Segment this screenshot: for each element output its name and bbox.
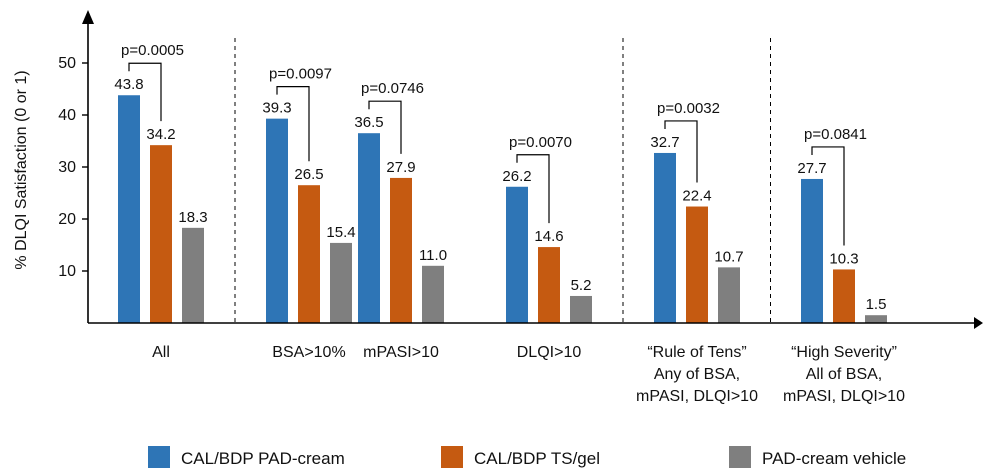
y-axis-title: % DLQI Satisfaction (0 or 1)	[13, 70, 30, 269]
value-labels: 43.8 39.3 36.5 26.2 32.7 27.7 34.2 26.5 27.9 14.6…	[114, 76, 886, 313]
y-tick-label: 40	[58, 107, 76, 124]
bar-value-label: 27.9	[386, 159, 415, 176]
bar	[266, 118, 288, 323]
bar-value-label: 26.5	[294, 166, 323, 183]
bar	[182, 227, 204, 323]
bar-value-label: 14.6	[534, 228, 563, 245]
category-label: mPASI>10	[363, 344, 439, 361]
y-tick-labels: 10 20 30 40 50	[58, 55, 88, 280]
category-label: All	[152, 344, 170, 361]
bar-value-label: 5.2	[571, 277, 592, 294]
bar	[330, 242, 352, 323]
legend-label: CAL/BDP PAD-cream	[181, 449, 345, 468]
bar	[506, 186, 528, 323]
legend-label: PAD-cream vehicle	[762, 449, 906, 468]
x-axis	[88, 317, 983, 329]
category-labels: All BSA>10% mPASI>10 DLQI>10 “Rule of Tens” A…	[152, 344, 905, 405]
bar-value-label: 22.4	[682, 188, 711, 205]
y-axis-arrow	[82, 10, 94, 24]
p-value-label: p=0.0841	[804, 126, 867, 143]
bar	[422, 265, 444, 323]
p-value-bracket	[368, 100, 402, 154]
p-value-label: p=0.0005	[121, 42, 184, 59]
bar-value-label: 39.3	[262, 100, 291, 117]
p-value-label: p=0.0746	[361, 80, 424, 97]
bar-value-label: 10.3	[829, 250, 858, 267]
bar	[718, 267, 740, 323]
bar	[833, 269, 855, 323]
bar-value-label: 1.5	[866, 296, 887, 313]
bar	[654, 152, 676, 323]
bar	[150, 145, 172, 323]
bar	[358, 133, 380, 323]
y-tick-label: 20	[58, 211, 76, 228]
bar	[801, 178, 823, 323]
legend-swatch	[729, 446, 751, 468]
bar-value-label: 34.2	[146, 126, 175, 143]
bar	[865, 315, 887, 323]
bar-value-label: 26.2	[502, 168, 531, 185]
y-tick-label: 30	[58, 159, 76, 176]
bars	[118, 95, 887, 324]
p-value-label: p=0.0097	[269, 66, 332, 83]
bar	[570, 295, 592, 323]
category-label: DLQI>10	[517, 344, 582, 361]
legend-label: CAL/BDP TS/gel	[474, 449, 600, 468]
bar-value-label: 10.7	[714, 248, 743, 265]
bar-value-label: 32.7	[650, 134, 679, 151]
legend-swatch	[441, 446, 463, 468]
bar	[118, 95, 140, 324]
x-axis-arrow	[974, 317, 983, 329]
p-value-label: p=0.0032	[657, 100, 720, 117]
y-tick-label: 10	[58, 263, 76, 280]
bar	[390, 177, 412, 323]
bar	[686, 206, 708, 323]
y-axis	[82, 10, 94, 323]
p-value-label: p=0.0070	[509, 134, 572, 151]
legend: CAL/BDP PAD-cream CAL/BDP TS/gel PAD-cream…	[148, 446, 906, 468]
p-value-bracket	[811, 146, 845, 246]
category-label: “Rule of Tens” Any of BSA, mPASI, DLQI>10	[636, 344, 758, 405]
bar	[298, 185, 320, 323]
bar-value-label: 27.7	[797, 160, 826, 177]
bar	[538, 247, 560, 323]
bar-value-label: 18.3	[178, 209, 207, 226]
category-label: “High Severity” All of BSA, mPASI, DLQI>10	[783, 344, 905, 405]
p-value-bracket	[664, 120, 698, 183]
bar-value-label: 36.5	[354, 114, 383, 131]
bar-value-label: 15.4	[326, 224, 355, 241]
p-value-bracket	[276, 86, 310, 162]
bar-value-label: 11.0	[419, 247, 447, 264]
legend-swatch	[148, 446, 170, 468]
y-tick-label: 50	[58, 55, 76, 72]
p-value-brackets: p=0.0005 p=0.0097 p=0.0746 p=0.0070 p=0.0032…	[121, 42, 867, 246]
p-value-bracket	[516, 154, 550, 224]
category-label: BSA>10%	[272, 344, 345, 361]
p-value-bracket	[128, 62, 162, 122]
bar-value-label: 43.8	[114, 76, 143, 93]
